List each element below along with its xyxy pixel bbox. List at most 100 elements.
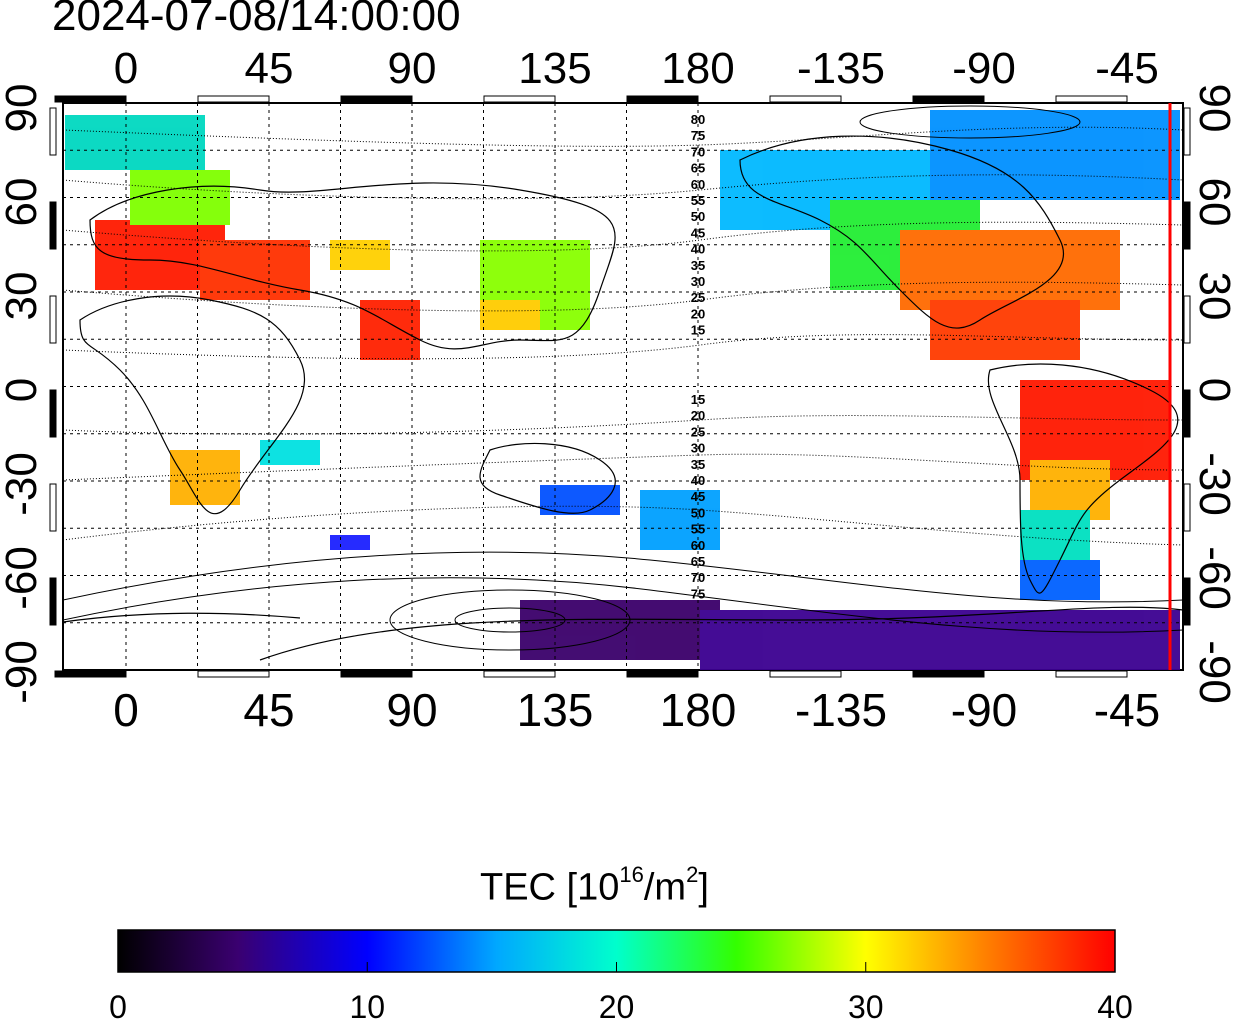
left-lat-tick-label: 90 bbox=[0, 84, 46, 133]
bottom-lon-tick-label: -45 bbox=[1094, 684, 1160, 736]
contour-label: 30 bbox=[691, 441, 705, 456]
top-tick-bar bbox=[340, 95, 413, 103]
right-lat-tick-label: -60 bbox=[1190, 546, 1235, 610]
bottom-lon-tick-label: -135 bbox=[795, 684, 887, 736]
colorbar-tick-label: 30 bbox=[848, 989, 884, 1021]
contour-labels: 8075706560555045403530252015152025303540… bbox=[691, 112, 705, 601]
bottom-lon-tick-label: 90 bbox=[386, 684, 437, 736]
contour-label: 65 bbox=[691, 554, 705, 569]
contour-lines bbox=[63, 105, 1183, 651]
coastlines bbox=[63, 135, 1183, 661]
contour-label: 75 bbox=[691, 586, 705, 601]
right-tick-bar bbox=[1183, 201, 1191, 250]
contour-label: 30 bbox=[691, 274, 705, 289]
contour-label: 65 bbox=[691, 161, 705, 176]
bottom-tick-bar bbox=[626, 670, 699, 678]
contour-label: 15 bbox=[691, 392, 705, 407]
right-lat-tick-label: 30 bbox=[1190, 272, 1235, 321]
colorbar-tick-label: 40 bbox=[1097, 989, 1133, 1021]
top-lon-tick-label: 90 bbox=[388, 44, 437, 93]
top-lon-tick-label: 45 bbox=[245, 44, 294, 93]
top-lon-tick-label: -90 bbox=[952, 44, 1016, 93]
top-lon-tick-label: 180 bbox=[661, 44, 734, 93]
left-tick-bar bbox=[49, 483, 57, 532]
contour-label: 80 bbox=[691, 112, 705, 127]
top-lon-tick-label: -135 bbox=[797, 44, 885, 93]
top-tick-bar bbox=[626, 95, 699, 103]
bottom-lon-tick-label: 180 bbox=[660, 684, 737, 736]
bottom-tick-bar bbox=[483, 670, 556, 678]
bottom-lon-tick-label: 135 bbox=[517, 684, 594, 736]
top-lon-tick-label: 0 bbox=[114, 44, 138, 93]
top-tick-bar bbox=[912, 95, 985, 103]
contour-label: 55 bbox=[691, 522, 705, 537]
contour-label: 35 bbox=[691, 457, 705, 472]
contour-label: 70 bbox=[691, 144, 705, 159]
left-tick-bar bbox=[49, 201, 57, 250]
map-axes: 0 45 90 135 180 -135 -90 -450 45 90 135 180 -135 -90-… bbox=[0, 44, 1235, 736]
right-tick-bar bbox=[1183, 295, 1191, 344]
left-lat-tick-label: 0 bbox=[0, 378, 46, 402]
bottom-tick-bar bbox=[912, 670, 985, 678]
right-tick-bar bbox=[1183, 483, 1191, 532]
left-lat-tick-label: -60 bbox=[0, 546, 46, 610]
right-lat-tick-label: 0 bbox=[1190, 378, 1235, 402]
bottom-tick-bar bbox=[54, 670, 127, 678]
left-lat-tick-label: 60 bbox=[0, 178, 46, 227]
left-lat-tick-label: -30 bbox=[0, 452, 46, 516]
left-tick-bar bbox=[49, 107, 57, 156]
right-lat-tick-label: -30 bbox=[1190, 452, 1235, 516]
right-tick-bar bbox=[1183, 389, 1191, 438]
graticule bbox=[63, 103, 1183, 670]
colorbar-tick-label: 0 bbox=[109, 989, 127, 1021]
contour-label: 40 bbox=[691, 242, 705, 257]
bottom-tick-bar bbox=[1055, 670, 1128, 678]
left-tick-bar bbox=[49, 295, 57, 344]
contour-label: 70 bbox=[691, 570, 705, 585]
contour-label: 45 bbox=[691, 489, 705, 504]
bottom-tick-bar bbox=[197, 670, 270, 678]
contour-label: 50 bbox=[691, 505, 705, 520]
top-tick-bar bbox=[1055, 95, 1128, 103]
contour-label: 25 bbox=[691, 290, 705, 305]
bottom-lon-tick-label: 0 bbox=[113, 684, 139, 736]
contour-label: 20 bbox=[691, 306, 705, 321]
colorbar-title: TEC [1016/m2] bbox=[480, 862, 709, 909]
right-lat-tick-label: 90 bbox=[1190, 84, 1235, 133]
right-lat-tick-label: -90 bbox=[1190, 640, 1235, 704]
contour-label: 35 bbox=[691, 258, 705, 273]
contour-label: 55 bbox=[691, 193, 705, 208]
top-tick-bar bbox=[54, 95, 127, 103]
bottom-tick-bar bbox=[769, 670, 842, 678]
right-tick-bar bbox=[1183, 577, 1191, 626]
left-lat-tick-label: 30 bbox=[0, 272, 46, 321]
map-title: 2024-07-08/14:00:00 bbox=[52, 0, 461, 40]
contour-label: 40 bbox=[691, 473, 705, 488]
left-tick-bar bbox=[49, 389, 57, 438]
contour-label: 20 bbox=[691, 408, 705, 423]
right-tick-bar bbox=[1183, 107, 1191, 156]
colorbar-tick-label: 10 bbox=[349, 989, 385, 1021]
top-tick-bar bbox=[769, 95, 842, 103]
top-tick-bar bbox=[197, 95, 270, 103]
tec-data-layer bbox=[65, 110, 1180, 670]
top-lon-tick-label: 135 bbox=[518, 44, 591, 93]
top-lon-tick-label: -45 bbox=[1095, 44, 1159, 93]
bottom-lon-tick-label: -90 bbox=[951, 684, 1017, 736]
left-tick-bar bbox=[49, 577, 57, 626]
right-lat-tick-label: 60 bbox=[1190, 178, 1235, 227]
contour-label: 25 bbox=[691, 424, 705, 439]
contour-label: 60 bbox=[691, 538, 705, 553]
colorbar-ticks: 0 10 20 30 40 bbox=[109, 962, 1133, 1021]
contour-label: 50 bbox=[691, 209, 705, 224]
contour-label: 15 bbox=[691, 323, 705, 338]
contour-label: 60 bbox=[691, 177, 705, 192]
left-lat-tick-label: -90 bbox=[0, 640, 46, 704]
contour-label: 45 bbox=[691, 225, 705, 240]
contour-label: 75 bbox=[691, 128, 705, 143]
bottom-lon-tick-label: 45 bbox=[243, 684, 294, 736]
top-tick-bar bbox=[483, 95, 556, 103]
bottom-tick-bar bbox=[340, 670, 413, 678]
colorbar-tick-label: 20 bbox=[599, 989, 635, 1021]
